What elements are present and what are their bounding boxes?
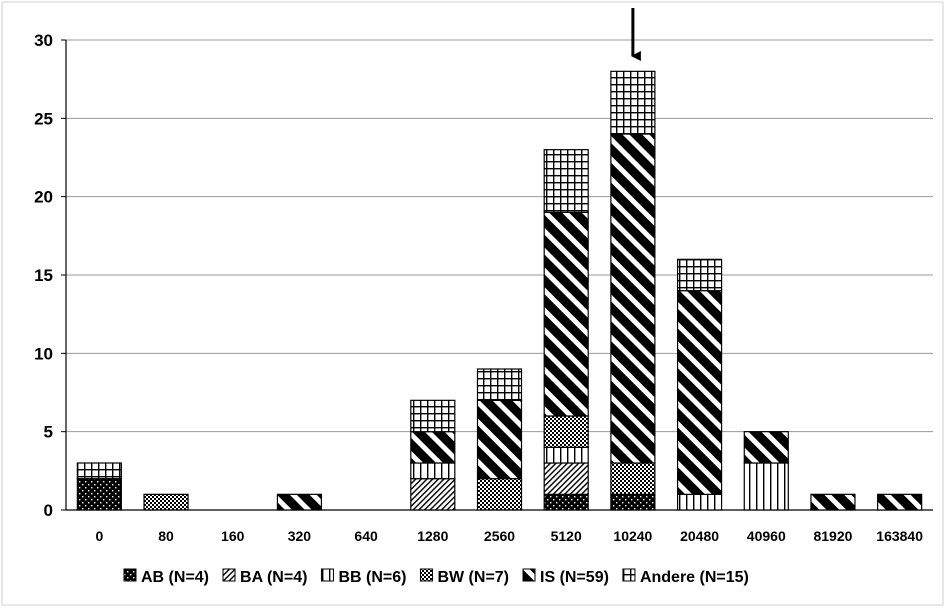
- y-tick-label: 5: [44, 423, 53, 442]
- legend-label: IS (N=59): [540, 569, 609, 586]
- legend-swatch: [320, 568, 334, 582]
- bar-segment: [476, 478, 523, 511]
- bar-segment: [476, 368, 523, 401]
- bar-segment: [877, 493, 923, 511]
- bar-segment: [610, 493, 656, 511]
- x-tick-label: 163840: [876, 528, 923, 544]
- bar-segment: [543, 415, 589, 448]
- bar-segment: [410, 478, 456, 511]
- bar-segment: [543, 211, 589, 417]
- bar-segment: [143, 493, 189, 511]
- x-tick-label: 1280: [417, 528, 448, 544]
- y-tick-label: 20: [34, 188, 53, 207]
- y-tick-label: 0: [44, 501, 53, 520]
- y-axis-ticks: 0 5 10 15 20 25 30: [34, 31, 53, 520]
- bar-segment: [610, 133, 656, 464]
- bar-segment: [410, 399, 456, 433]
- bar-segment: [543, 493, 589, 511]
- bar-segment: [610, 462, 656, 495]
- x-axis-ticks: 0 80 160 320 640 1280 2560 5120 10240 20480 40960 8…: [95, 528, 923, 544]
- bar-segment: [676, 493, 723, 511]
- x-tick-label: 2560: [484, 528, 515, 544]
- x-tick-label: 80: [158, 528, 174, 544]
- bars: [76, 70, 923, 511]
- bar-segment: [610, 70, 656, 135]
- x-tick-label: 20480: [680, 528, 719, 544]
- bar-segment: [410, 462, 456, 480]
- x-tick-label: 10240: [613, 528, 652, 544]
- legend-label: BB (N=6): [338, 569, 406, 586]
- legend-swatch: [522, 568, 536, 582]
- legend-label: Andere (N=15): [640, 569, 749, 586]
- bar-segment: [76, 478, 122, 511]
- legend-label: BA (N=4): [240, 569, 307, 586]
- bar-segment: [743, 462, 789, 511]
- bar-segment: [810, 493, 856, 511]
- bar-segment: [276, 493, 323, 511]
- legend-swatch: [123, 568, 137, 582]
- bar-segment: [543, 446, 589, 464]
- y-tick-label: 10: [34, 344, 53, 363]
- legend-swatch: [419, 568, 433, 582]
- x-tick-label: 81920: [813, 528, 852, 544]
- bar-segment: [676, 290, 723, 495]
- bar-segment: [543, 149, 589, 213]
- y-tick-label: 25: [34, 109, 53, 128]
- x-tick-label: 0: [95, 528, 103, 544]
- x-tick-label: 160: [221, 528, 245, 544]
- bar-segment: [76, 462, 122, 480]
- bar-segment: [476, 399, 523, 480]
- x-tick-label: 640: [354, 528, 378, 544]
- bar-segment: [543, 462, 589, 495]
- legend: AB (N=4) BA (N=4) BB (N=6) BW (N=7) IS (N=59…: [123, 568, 749, 586]
- bar-segment: [743, 431, 789, 464]
- legend-label: BW (N=7): [437, 569, 509, 586]
- y-tick-label: 15: [34, 266, 53, 285]
- y-tick-label: 30: [34, 31, 53, 50]
- x-tick-label: 5120: [551, 528, 582, 544]
- x-tick-label: 320: [288, 528, 312, 544]
- bar-segment: [676, 258, 723, 292]
- bar-segment: [410, 431, 456, 464]
- legend-label: AB (N=4): [141, 569, 209, 586]
- legend-swatch: [222, 568, 236, 582]
- legend-swatch: [622, 568, 636, 582]
- x-tick-label: 40960: [747, 528, 786, 544]
